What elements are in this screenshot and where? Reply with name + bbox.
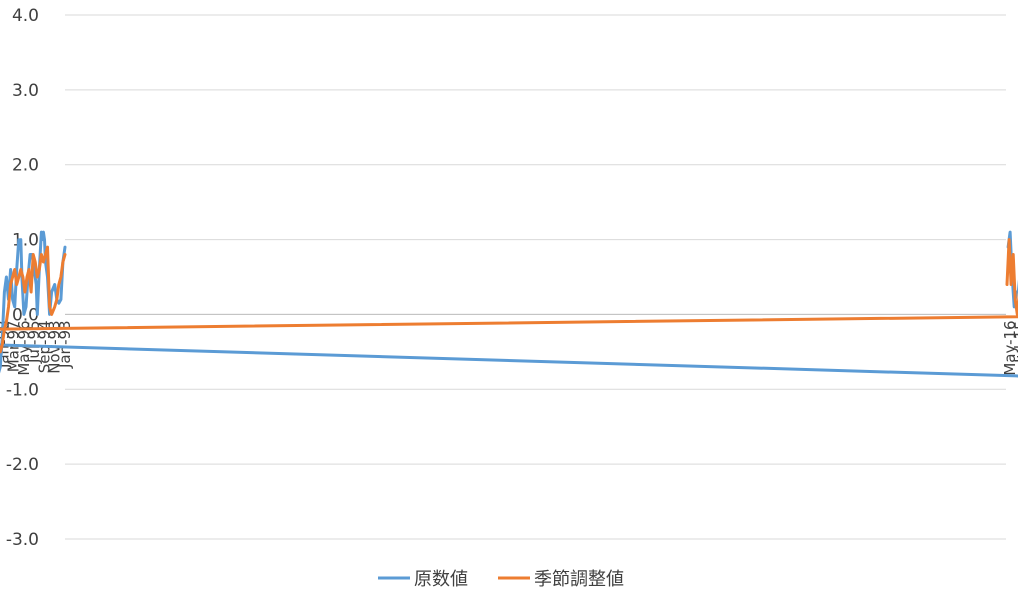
series-line-2 [0, 238, 1018, 354]
y-tick-label: 4.0 [12, 6, 39, 26]
x-tick-label: Jan-93 [56, 320, 74, 369]
y-tick-label: 1.0 [12, 231, 39, 251]
x-tick-label: Jul-95 [25, 320, 43, 364]
x-tick-label: May-96 [15, 320, 33, 375]
y-tick-label: -3.0 [6, 530, 39, 550]
y-tick-label: 0.0 [12, 305, 39, 325]
x-tick-label: May-16 [1001, 320, 1018, 375]
y-tick-label: 3.0 [12, 81, 39, 101]
legend-label-2: 季節調整値 [534, 569, 624, 590]
y-tick-label: -1.0 [6, 380, 39, 400]
y-axis: 4.0 3.0 2.0 1.0 0.0 -1.0 -2.0 -3.0 [6, 6, 39, 550]
x-axis: Jan-93Nov-93Sep-94Jul-95May-96Mar-97Jan-… [0, 320, 1018, 375]
legend: 原数値 季節調整値 [378, 569, 624, 590]
series-lines [0, 230, 1018, 378]
gridlines [65, 14, 1006, 540]
x-tick-label: Jul-15 [1011, 320, 1018, 364]
y-tick-label: 2.0 [12, 156, 39, 176]
y-tick-label: -2.0 [6, 455, 39, 475]
legend-label-1: 原数値 [414, 569, 468, 590]
series-line-1 [0, 230, 1018, 378]
